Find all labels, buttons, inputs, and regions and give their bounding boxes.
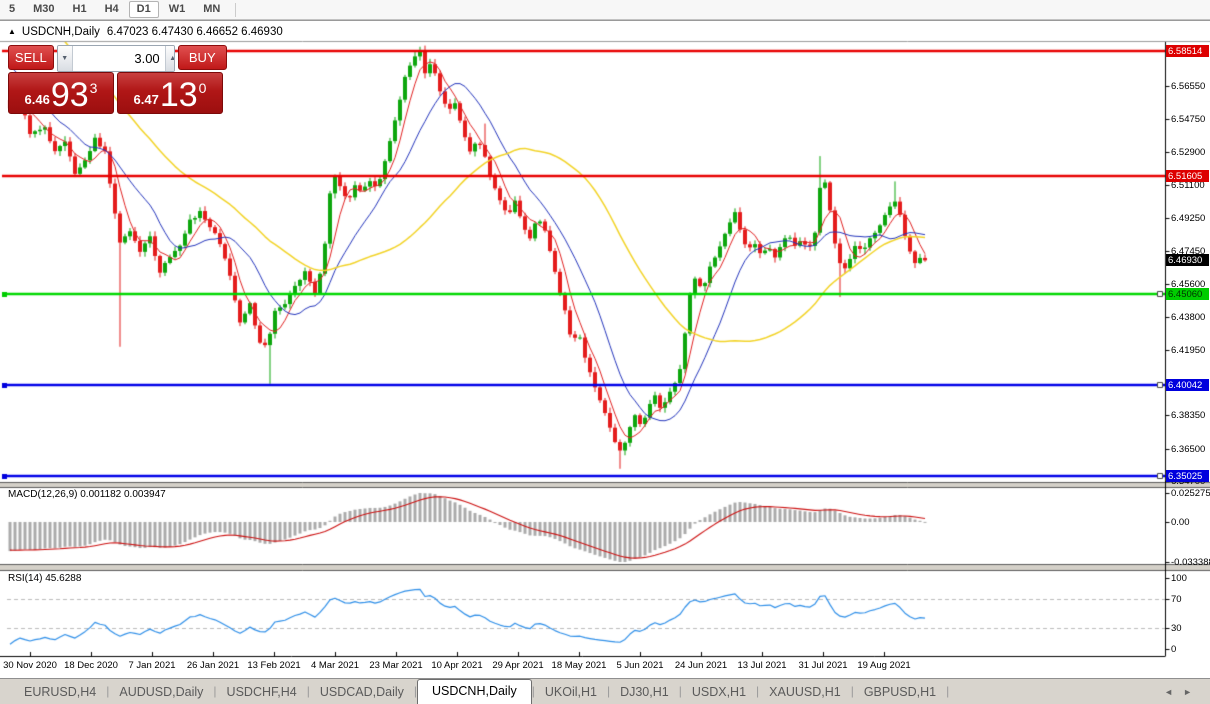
chart-tab-AUDUSD-Daily[interactable]: AUDUSD,Daily <box>119 685 204 699</box>
date-axis-label: 18 Dec 2020 <box>64 660 118 671</box>
tab-separator: | <box>606 684 611 698</box>
volume-decrease-icon[interactable]: ▼ <box>57 46 73 71</box>
date-axis-label: 31 Jul 2021 <box>798 660 848 671</box>
chart-ohlc-quote: 6.47023 6.47430 6.46652 6.46930 <box>106 26 283 38</box>
tab-separator: | <box>413 684 417 698</box>
sell-price-pips: 93 <box>50 76 89 114</box>
tab-separator: | <box>756 684 760 698</box>
macd-scale-label: 0.00 <box>1171 517 1190 528</box>
rsi-scale-label: 100 <box>1171 573 1187 584</box>
timeframe-button-MN[interactable]: MN <box>203 3 221 15</box>
tab-scroll-right-icon[interactable]: ► <box>1183 687 1202 697</box>
chart-tab-bar: EURUSD,H4 | AUDUSD,Daily | USDCHF,H4 | USDCAD,… <box>0 678 1210 704</box>
price-tick-label: 6.51100 <box>1171 180 1205 191</box>
chart-tab-USDCAD-Daily[interactable]: USDCAD,Daily <box>319 685 404 699</box>
tab-separator: | <box>531 684 535 698</box>
price-tick-label: 6.43800 <box>1171 312 1206 323</box>
chart-tab-GBPUSD-H1[interactable]: GBPUSD,H1 <box>863 685 937 699</box>
tab-scroll-arrows: ◄► <box>1164 687 1202 697</box>
tab-separator: | <box>213 684 217 698</box>
macd-scale-label: -0.033388 <box>1171 557 1210 568</box>
price-line-badge: 6.35025 <box>1166 470 1209 482</box>
date-axis-label: 10 Apr 2021 <box>431 660 483 671</box>
chart-tab-USDCNH-Daily[interactable]: USDCNH,Daily <box>417 679 532 704</box>
one-click-trade-widget: SELL ▼ ▲ BUY 6.46 93 3 6.47 13 0 <box>8 45 227 114</box>
sell-price-panel[interactable]: 6.46 93 3 <box>8 72 114 114</box>
timeframe-button-M30[interactable]: M30 <box>33 3 55 15</box>
price-line-badge: 6.40042 <box>1166 379 1209 391</box>
price-tick-label: 6.54750 <box>1171 114 1206 125</box>
buy-price-pips: 13 <box>159 76 198 114</box>
chart-symbol-title: USDCNH,Daily <box>21 26 100 38</box>
tab-separator: | <box>946 684 950 698</box>
rsi-scale-label: 70 <box>1171 594 1182 605</box>
date-axis-label: 19 Aug 2021 <box>857 660 911 671</box>
rsi-scale-label: 0 <box>1171 644 1177 655</box>
buy-price-prefix: 6.47 <box>133 92 159 107</box>
buy-price-panel[interactable]: 6.47 13 0 <box>117 72 223 114</box>
chart-tab-EURUSD-H4[interactable]: EURUSD,H4 <box>24 685 97 699</box>
rsi-label: RSI(14) 45.6288 <box>8 573 82 584</box>
timeframe-button-W1[interactable]: W1 <box>168 3 186 15</box>
timeframe-button-D1[interactable]: D1 <box>128 1 159 18</box>
tab-scroll-left-icon[interactable]: ◄ <box>1164 687 1184 697</box>
date-axis-label: 5 Jun 2021 <box>616 660 664 671</box>
chart-title-row: ▲ USDCNH,Daily 6.47023 6.47430 6.46652 6… <box>8 25 283 39</box>
date-axis-label: 23 Mar 2021 <box>369 660 423 671</box>
macd-label: MACD(12,26,9) 0.001182 0.003947 <box>8 489 166 500</box>
price-line-badge: 6.51605 <box>1166 170 1209 182</box>
price-line-badge: 6.58514 <box>1166 45 1209 57</box>
collapse-trade-panel-icon[interactable]: ▲ <box>8 27 16 36</box>
price-tick-label: 6.45600 <box>1171 279 1206 290</box>
volume-input[interactable] <box>72 46 165 71</box>
date-axis-label: 13 Feb 2021 <box>247 660 301 671</box>
timeframe-button-H4[interactable]: H4 <box>104 3 119 15</box>
date-axis-label: 7 Jan 2021 <box>128 660 176 671</box>
date-axis-label: 13 Jul 2021 <box>737 660 787 671</box>
price-tick-label: 6.52900 <box>1171 147 1206 158</box>
chart-tab-USDX-H1[interactable]: USDX,H1 <box>691 685 747 699</box>
date-axis-label: 29 Apr 2021 <box>492 660 544 671</box>
macd-scale-label: 0.025275 <box>1171 488 1210 499</box>
price-line-badge: 6.45060 <box>1166 288 1209 300</box>
tab-separator: | <box>678 684 682 698</box>
price-tick-label: 6.47450 <box>1171 246 1206 257</box>
date-axis-label: 24 Jun 2021 <box>674 660 728 671</box>
price-tick-label: 6.49250 <box>1171 213 1206 224</box>
price-tick-label: 6.41950 <box>1171 345 1206 356</box>
chart-window: ▲ USDCNH,Daily 6.47023 6.47430 6.46652 6… <box>0 20 1210 679</box>
chart-tab-USDCHF-H4[interactable]: USDCHF,H4 <box>226 685 297 699</box>
date-axis-label: 4 Mar 2021 <box>310 660 360 671</box>
chart-tab-UKOil-H1[interactable]: UKOil,H1 <box>544 685 597 699</box>
date-axis-label: 26 Jan 2021 <box>186 660 240 671</box>
chart-tab-XAUUSD-H1[interactable]: XAUUSD,H1 <box>769 685 841 699</box>
price-tick-label: 6.38350 <box>1171 410 1206 421</box>
date-axis-label: 30 Nov 2020 <box>3 660 57 671</box>
buy-price-point: 0 <box>198 80 207 96</box>
current-price-badge: 6.46930 <box>1166 254 1209 266</box>
tab-separator: | <box>850 684 854 698</box>
chart-canvas[interactable] <box>0 21 1210 679</box>
sell-price-prefix: 6.46 <box>24 92 50 107</box>
price-tick-label: 6.56550 <box>1171 81 1206 92</box>
rsi-scale-label: 30 <box>1171 623 1182 634</box>
tab-separator: | <box>306 684 310 698</box>
price-tick-label: 6.36500 <box>1171 444 1206 455</box>
buy-button[interactable]: BUY <box>177 45 227 70</box>
toolbar-separator <box>235 2 237 17</box>
timeframe-button-5[interactable]: 5 <box>9 3 16 15</box>
date-axis-label: 18 May 2021 <box>551 660 607 671</box>
chart-tab-DJ30-H1[interactable]: DJ30,H1 <box>620 685 669 699</box>
volume-stepper: ▼ ▲ <box>56 45 175 72</box>
tab-separator: | <box>106 684 110 698</box>
sell-button[interactable]: SELL <box>8 45 54 70</box>
timeframe-button-H1[interactable]: H1 <box>72 3 87 15</box>
sell-price-point: 3 <box>89 80 98 96</box>
volume-increase-icon[interactable]: ▲ <box>164 46 174 71</box>
timeframe-toolbar: 5 M30 H1 H4 D1 W1 MN <box>0 0 1210 20</box>
